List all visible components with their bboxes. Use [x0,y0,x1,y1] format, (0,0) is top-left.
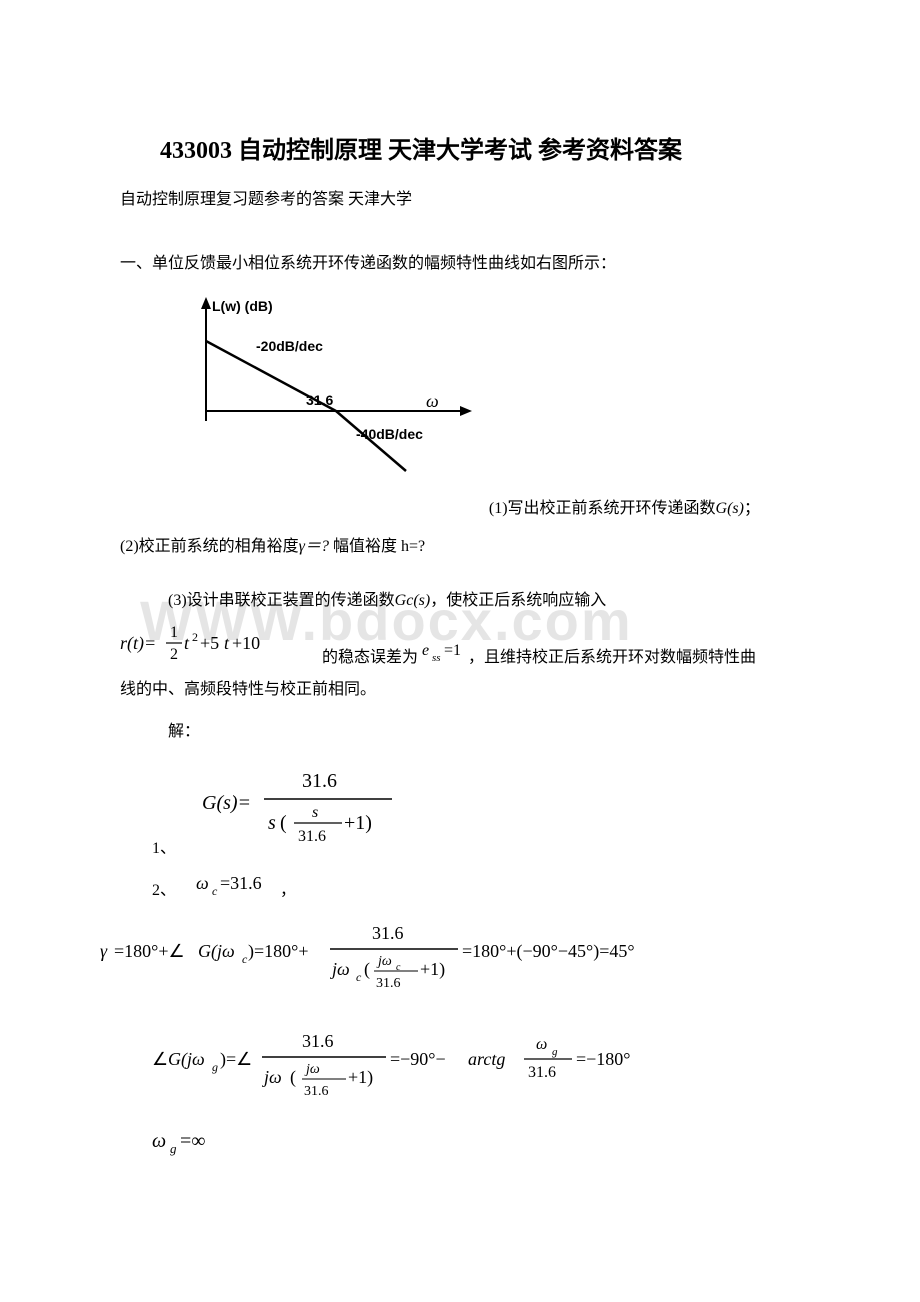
slope2-label: -40dB/dec [356,426,423,442]
q3-func: Gc(s) [395,592,431,609]
svg-text:γ: γ [100,941,108,961]
svg-text:ω: ω [536,1036,547,1053]
svg-text:jω: jω [330,959,350,979]
svg-text:(: ( [290,1067,296,1088]
svg-text:(: ( [280,812,287,834]
svg-text:=31.6: =31.6 [220,873,262,893]
svg-text:，: ， [280,882,296,899]
page-title: 433003 自动控制原理 天津大学考试 参考资料答案 [160,130,800,165]
svg-text:31.6: 31.6 [302,770,337,792]
svg-text:+1): +1) [420,959,445,980]
gamma-line: γ =180°+∠ G(jω c )=180°+ 31.6 jω c ( jω … [100,913,800,1003]
svg-text:31.6: 31.6 [302,1031,334,1051]
svg-text:G(jω: G(jω [168,1049,205,1070]
svg-text:+1): +1) [344,812,372,834]
svg-text:31.6: 31.6 [376,976,401,991]
svg-text:r(t)=: r(t)= [120,633,156,654]
svg-text:(: ( [364,959,370,980]
wg-infinity: ω g =∞ [152,1125,800,1159]
svg-text:=180°+(−90°−45°)=45°: =180°+(−90°−45°)=45° [462,941,635,962]
q3-line1: (3)设计串联校正装置的传递函数Gc(s)，使校正后系统响应输入 [120,588,800,614]
svg-text:t: t [184,633,190,653]
q1-text: (1)写出校正前系统开环传递函数 [489,500,716,517]
q3-line1-suffix: ，使校正后系统响应输入 [430,592,606,609]
xaxis-omega: ω [426,391,439,411]
svg-text:g: g [552,1046,558,1058]
svg-text:31.6: 31.6 [304,1084,329,1099]
solve-label: 解： [120,717,800,741]
svg-text:)=∠: )=∠ [220,1049,252,1070]
q1-func: G(s) [716,500,744,517]
svg-text:2: 2 [192,630,198,644]
page-subtitle: 自动控制原理复习题参考的答案 天津大学 [120,185,800,209]
svg-text:=∞: =∞ [180,1130,206,1152]
svg-text:g: g [212,1060,218,1074]
svg-text:ss: ss [432,652,441,664]
xtick-31-6: 31.6 [306,392,333,408]
svg-text:=1: =1 [444,642,461,659]
svg-text:2: 2 [170,646,178,663]
svg-text:1: 1 [170,624,178,641]
svg-text:)=180°+: )=180°+ [248,941,309,962]
svg-text:2、: 2、 [152,882,176,899]
svg-text:t: t [224,633,230,653]
svg-text:的稳态误差为: 的稳态误差为 [322,648,418,666]
q2-prefix: (2)校正前系统的相角裕度 [120,538,299,555]
svg-text:s: s [268,812,276,834]
svg-text:31.6: 31.6 [298,828,326,845]
svg-text:c: c [212,884,218,898]
svg-text:+1): +1) [348,1067,373,1088]
svg-text:31.6: 31.6 [372,923,404,943]
svg-text:c: c [356,970,362,984]
svg-text:31.6: 31.6 [528,1064,556,1081]
svg-text:jω: jω [262,1067,282,1087]
svg-text:s: s [312,804,318,821]
svg-text:=180°+∠: =180°+∠ [114,941,185,961]
document-content: 433003 自动控制原理 天津大学考试 参考资料答案 自动控制原理复习题参考的… [120,130,800,1159]
eq2-header: 2、 ω c =31.6 ， [152,869,800,903]
svg-text:∠: ∠ [152,1049,168,1069]
q2-line: (2)校正前系统的相角裕度γ＝? 幅值裕度 h=? [120,534,800,560]
q3-rt-line: r(t)= 1 2 t 2 +5 t +10 的稳态误差为 e ss =1 ，且… [120,619,800,667]
svg-text:G(jω: G(jω [198,941,235,962]
section-heading: 一、单位反馈最小相位系统开环传递函数的幅频特性曲线如右图所示： [120,249,800,273]
svg-text:=−180°: =−180° [576,1049,631,1069]
svg-text:=−90°−: =−90°− [390,1049,446,1069]
ylabel: L(w) (dB) [212,298,273,314]
svg-text:jω: jω [376,954,392,969]
slope1-label: -20dB/dec [256,338,323,354]
svg-text:g: g [170,1141,177,1156]
svg-text:e: e [422,642,429,659]
svg-text:ω: ω [152,1130,166,1152]
svg-text:jω: jω [304,1062,320,1077]
q2-suffix: 幅值裕度 h=? [333,538,425,555]
svg-text:+10: +10 [232,633,260,653]
bode-diagram: L(w) (dB) -20dB/dec 31.6 ω -40dB/dec [146,291,800,486]
svg-text:arctg: arctg [468,1049,505,1069]
q2-gamma: γ＝? [299,538,329,555]
q1-tail: ； [744,500,760,517]
angleG-line: ∠ G(jω g )=∠ 31.6 jω ( jω 31.6 +1) =−90°… [152,1021,800,1111]
q3-line3: 线的中、高频段特性与校正前相同。 [120,677,800,703]
svg-text:1、: 1、 [152,840,176,857]
q1-line: (1)写出校正前系统开环传递函数G(s)； [120,494,800,518]
q3-line1-prefix: (3)设计串联校正装置的传递函数 [168,592,395,609]
eq1-block: G(s)= 31.6 s ( s 31.6 +1) 1、 [152,759,800,859]
svg-text:+5: +5 [200,633,219,653]
svg-text:ω: ω [196,873,209,893]
svg-text:，且维持校正后系统开环对数幅频特性曲: ，且维持校正后系统开环对数幅频特性曲 [468,648,756,666]
svg-text:G(s)=: G(s)= [202,792,251,814]
